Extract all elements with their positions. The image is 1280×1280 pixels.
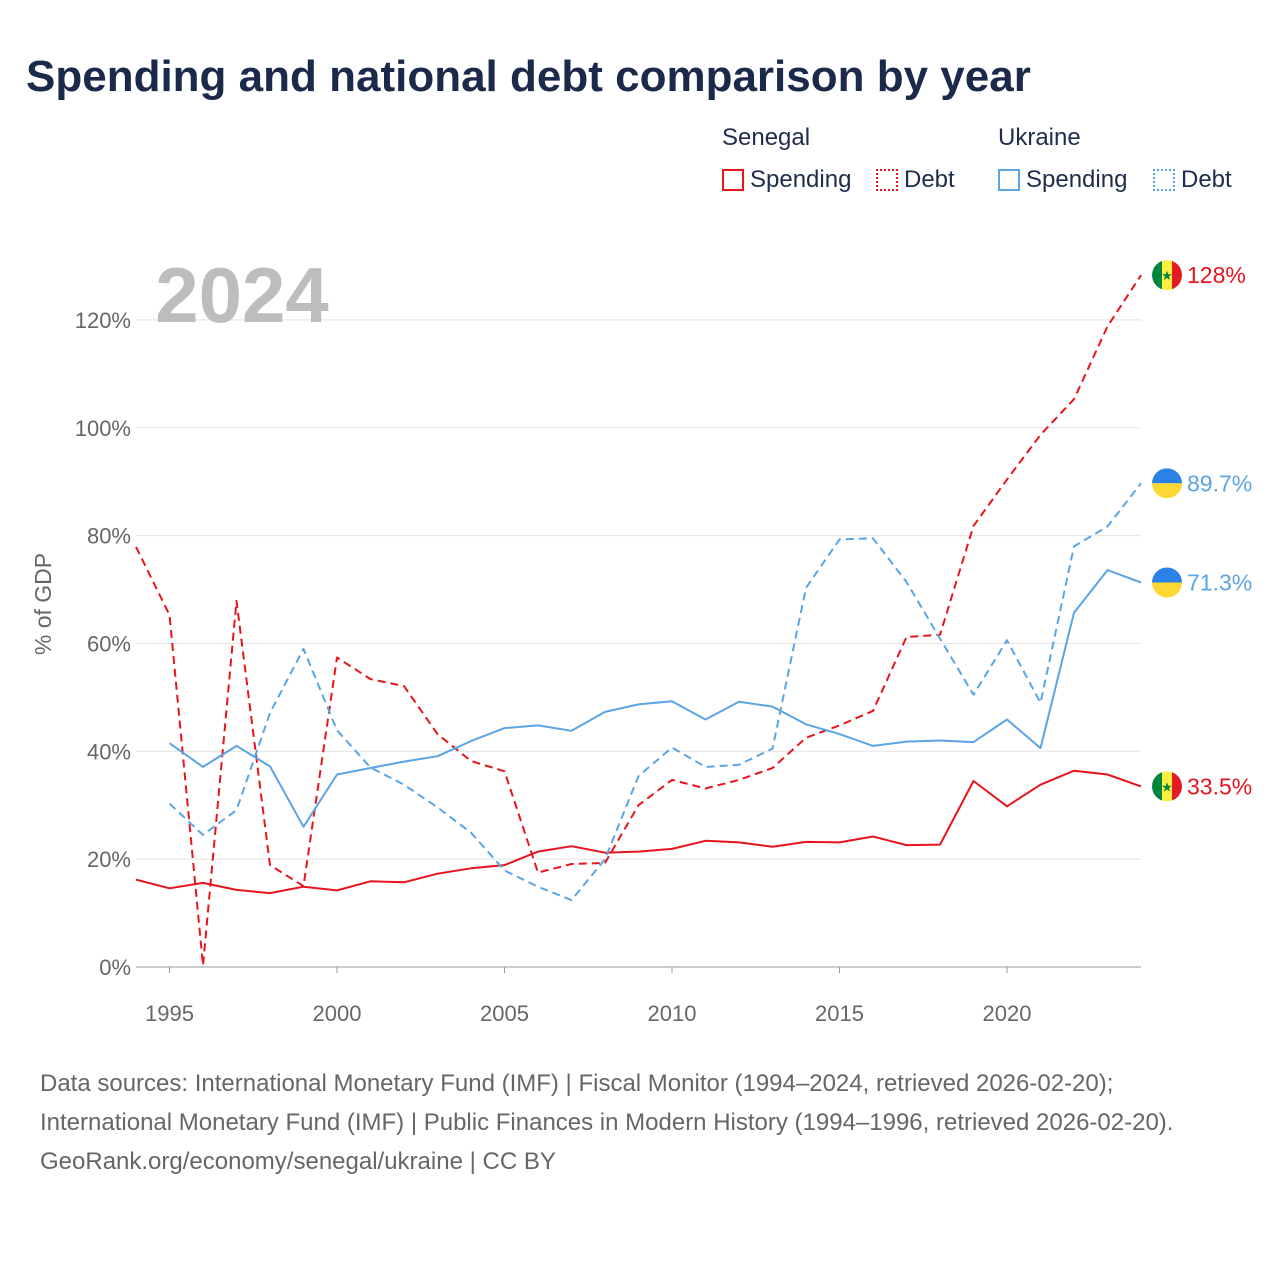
flag-ukraine-icon: [1152, 567, 1182, 598]
x-tick-label: 2005: [480, 1001, 529, 1026]
line-chart: 2024 % of GDP 0% 20% 40% 60% 80% 100% 120% 1995…: [30, 251, 1252, 1026]
legend-item-ukraine-debt[interactable]: Debt: [1153, 166, 1232, 194]
legend-item-senegal-debt[interactable]: Debt: [876, 166, 955, 194]
end-label-senegal-spending: 33.5%: [1187, 773, 1252, 799]
legend-label-ukraine-debt: Debt: [1181, 166, 1232, 193]
footer: Data sources: International Monetary Fun…: [40, 1064, 1240, 1181]
y-tick-label: 120%: [75, 308, 131, 333]
legend-group-senegal: Senegal: [722, 124, 811, 151]
svg-text:★: ★: [1161, 780, 1173, 795]
legend-item-senegal-spending[interactable]: Spending: [722, 166, 851, 194]
legend-swatch-ukraine-spending: [998, 169, 1020, 191]
series-line-senegal-spending: [135, 769, 1142, 895]
legend-swatch-senegal-debt: [876, 169, 898, 191]
legend-label-ukraine-spending: Spending: [1026, 166, 1128, 193]
legend-item-ukraine-spending[interactable]: Spending: [998, 166, 1127, 194]
end-label-ukraine-debt: 89.7%: [1187, 470, 1252, 496]
y-tick-label: 20%: [87, 847, 131, 872]
series-line-ukraine-spending: [168, 569, 1142, 828]
series-line-ukraine-debt: [168, 482, 1142, 902]
end-labels: ★ 128% ★ 33.5% 89.7% 71.3%: [1152, 260, 1252, 802]
series-line-senegal-debt: [135, 274, 1142, 967]
y-tick-label: 80%: [87, 524, 131, 549]
legend-swatch-ukraine-debt: [1153, 169, 1175, 191]
y-tick-label: 100%: [75, 416, 131, 441]
flag-ukraine-icon: [1152, 468, 1182, 499]
chart-title: Spending and national debt comparison by…: [26, 52, 1031, 101]
y-tick-label: 40%: [87, 739, 131, 764]
legend-group-ukraine: Ukraine: [998, 124, 1081, 151]
svg-text:★: ★: [1161, 269, 1173, 284]
legend-swatch-senegal-spending: [722, 169, 744, 191]
y-tick-label: 60%: [87, 631, 131, 656]
series-lines: [135, 274, 1142, 967]
axes: 0% 20% 40% 60% 80% 100% 120% 1995 2000 2005 2010 20…: [75, 308, 1141, 1026]
legend-label-senegal-debt: Debt: [904, 166, 955, 193]
end-label-senegal-debt: 128%: [1187, 262, 1246, 288]
end-label-ukraine-spending: 71.3%: [1187, 570, 1252, 596]
flag-senegal-icon: ★: [1152, 260, 1182, 291]
legend-label-senegal-spending: Spending: [750, 166, 852, 193]
flag-senegal-icon: ★: [1152, 771, 1182, 802]
x-tick-label: 2020: [983, 1001, 1032, 1026]
gridlines: [136, 319, 1141, 968]
x-tick-label: 1995: [145, 1001, 194, 1026]
data-sources: Data sources: International Monetary Fun…: [40, 1070, 1174, 1136]
x-tick-label: 2000: [313, 1001, 362, 1026]
x-tick-label: 2010: [648, 1001, 697, 1026]
y-axis-label: % of GDP: [30, 553, 56, 655]
credit-line[interactable]: GeoRank.org/economy/senegal/ukraine | CC…: [40, 1148, 556, 1175]
y-tick-label: 0%: [99, 955, 131, 980]
year-watermark: 2024: [155, 251, 329, 339]
x-tick-label: 2015: [815, 1001, 864, 1026]
